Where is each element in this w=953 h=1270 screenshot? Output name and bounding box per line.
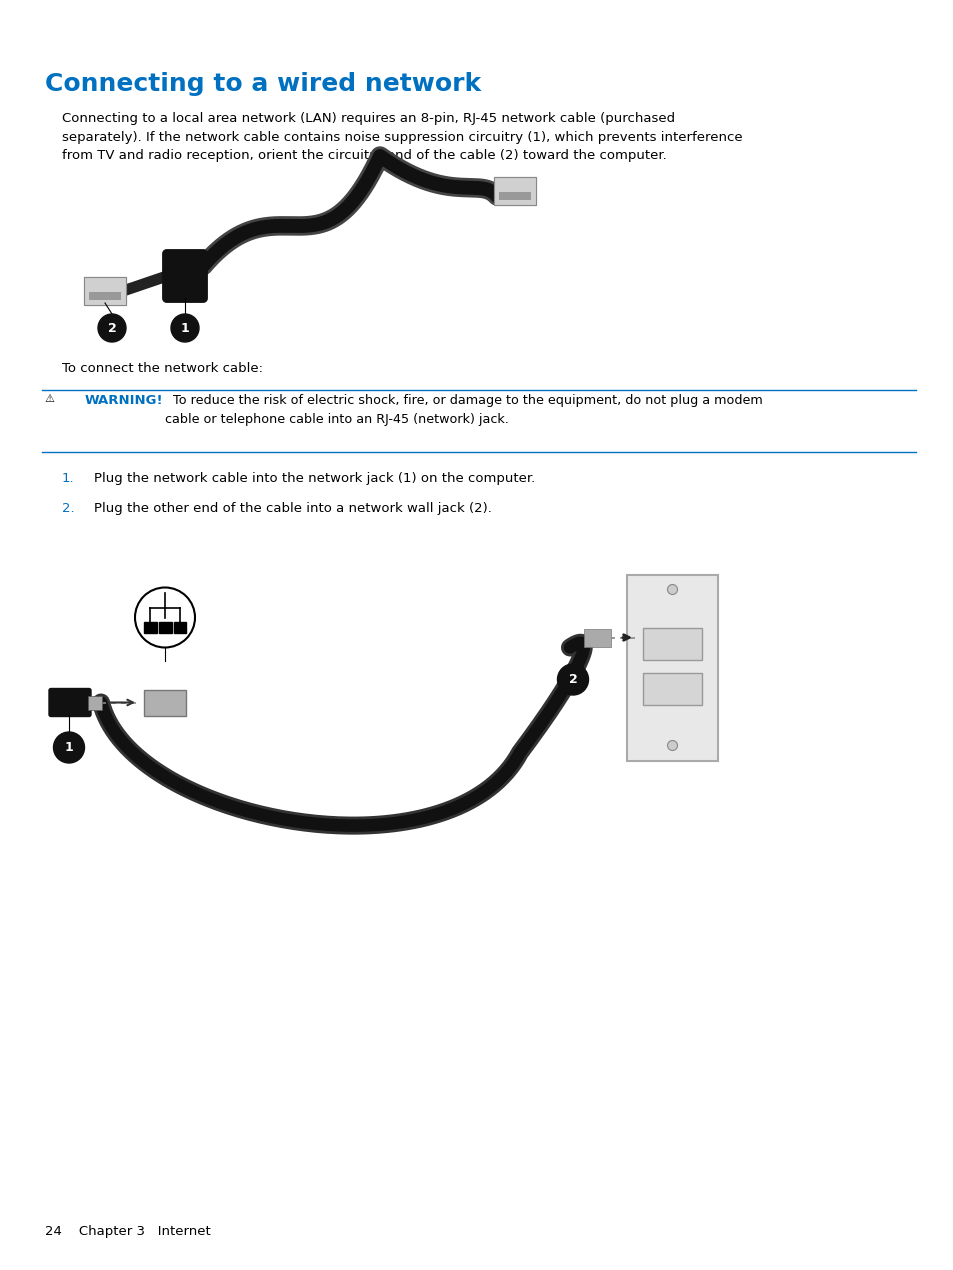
FancyBboxPatch shape bbox=[583, 629, 610, 646]
FancyBboxPatch shape bbox=[626, 574, 718, 761]
FancyBboxPatch shape bbox=[144, 690, 186, 715]
Text: 2.: 2. bbox=[62, 502, 74, 516]
FancyBboxPatch shape bbox=[84, 277, 126, 305]
FancyBboxPatch shape bbox=[163, 250, 207, 302]
FancyBboxPatch shape bbox=[84, 277, 126, 305]
FancyBboxPatch shape bbox=[494, 177, 536, 204]
Text: To connect the network cable:: To connect the network cable: bbox=[62, 362, 263, 375]
FancyBboxPatch shape bbox=[498, 192, 531, 201]
Circle shape bbox=[667, 740, 677, 751]
Circle shape bbox=[53, 732, 85, 763]
FancyBboxPatch shape bbox=[143, 621, 156, 632]
FancyBboxPatch shape bbox=[88, 696, 102, 710]
Text: 24    Chapter 3   Internet: 24 Chapter 3 Internet bbox=[45, 1226, 211, 1238]
Text: WARNING!: WARNING! bbox=[85, 394, 164, 406]
FancyBboxPatch shape bbox=[89, 292, 121, 300]
FancyBboxPatch shape bbox=[498, 192, 531, 201]
Circle shape bbox=[557, 664, 588, 695]
Text: 1: 1 bbox=[180, 321, 190, 334]
Text: 2: 2 bbox=[108, 321, 116, 334]
Text: 2: 2 bbox=[568, 673, 577, 686]
Text: To reduce the risk of electric shock, fire, or damage to the equipment, do not p: To reduce the risk of electric shock, fi… bbox=[165, 394, 762, 425]
FancyBboxPatch shape bbox=[158, 621, 172, 632]
Text: Plug the network cable into the network jack (1) on the computer.: Plug the network cable into the network … bbox=[94, 472, 535, 485]
FancyBboxPatch shape bbox=[49, 688, 91, 716]
Text: Plug the other end of the cable into a network wall jack (2).: Plug the other end of the cable into a n… bbox=[94, 502, 492, 516]
Text: Connecting to a local area network (LAN) requires an 8-pin, RJ-45 network cable : Connecting to a local area network (LAN)… bbox=[62, 112, 741, 163]
Text: ⚠: ⚠ bbox=[44, 394, 54, 404]
FancyBboxPatch shape bbox=[173, 621, 186, 632]
FancyBboxPatch shape bbox=[642, 627, 701, 659]
Text: 1: 1 bbox=[65, 740, 73, 754]
Text: Connecting to a wired network: Connecting to a wired network bbox=[45, 72, 480, 97]
FancyBboxPatch shape bbox=[642, 673, 701, 705]
Circle shape bbox=[667, 584, 677, 594]
FancyBboxPatch shape bbox=[494, 177, 536, 204]
FancyBboxPatch shape bbox=[89, 292, 121, 300]
Circle shape bbox=[98, 314, 126, 342]
Circle shape bbox=[171, 314, 199, 342]
Text: 1.: 1. bbox=[62, 472, 74, 485]
